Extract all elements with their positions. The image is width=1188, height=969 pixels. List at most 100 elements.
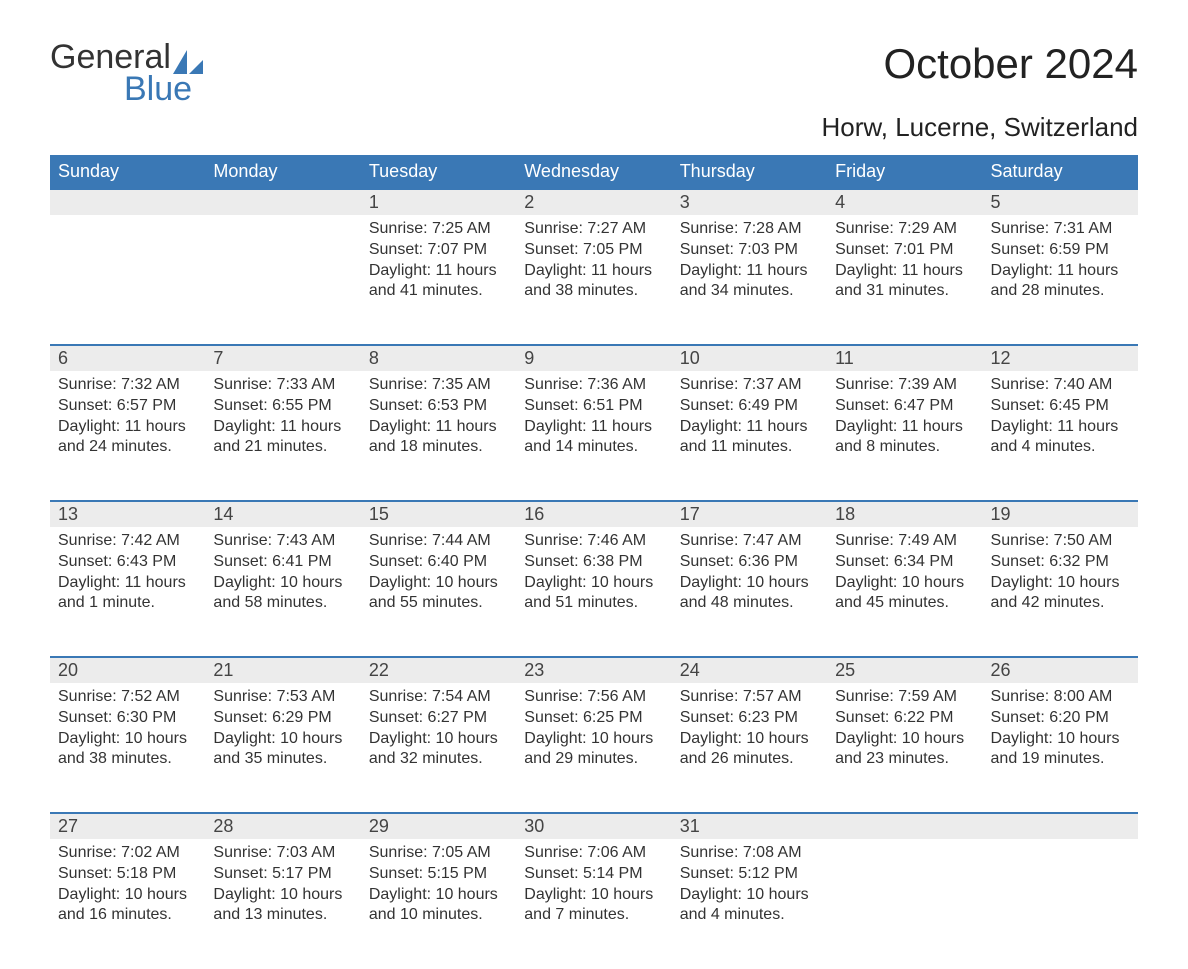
day-content-cell: Sunrise: 7:39 AMSunset: 6:47 PMDaylight:…: [827, 371, 982, 501]
sunrise-line: Sunrise: 7:06 AM: [524, 843, 663, 864]
sunrise-line: Sunrise: 7:33 AM: [213, 375, 352, 396]
day-number-cell: 2: [516, 189, 671, 215]
daylight-line: Daylight: 11 hours and 24 minutes.: [58, 417, 197, 459]
daylight-line: Daylight: 10 hours and 16 minutes.: [58, 885, 197, 927]
day-number-cell: 12: [983, 345, 1138, 371]
week-daynum-row: 2728293031: [50, 813, 1138, 839]
sunset-line: Sunset: 6:34 PM: [835, 552, 974, 573]
day-number-cell: [50, 189, 205, 215]
day-number-cell: 29: [361, 813, 516, 839]
day-header-row: SundayMondayTuesdayWednesdayThursdayFrid…: [50, 155, 1138, 189]
sunset-line: Sunset: 6:30 PM: [58, 708, 197, 729]
daylight-line: Daylight: 11 hours and 11 minutes.: [680, 417, 819, 459]
day-content-cell: [205, 215, 360, 345]
sunset-line: Sunset: 6:38 PM: [524, 552, 663, 573]
day-header: Friday: [827, 155, 982, 189]
day-number-cell: 21: [205, 657, 360, 683]
sunrise-line: Sunrise: 7:08 AM: [680, 843, 819, 864]
daylight-line: Daylight: 10 hours and 26 minutes.: [680, 729, 819, 771]
day-content-cell: Sunrise: 7:54 AMSunset: 6:27 PMDaylight:…: [361, 683, 516, 813]
day-number-cell: [983, 813, 1138, 839]
sunrise-line: Sunrise: 7:46 AM: [524, 531, 663, 552]
sunrise-line: Sunrise: 7:47 AM: [680, 531, 819, 552]
day-content-cell: Sunrise: 7:02 AMSunset: 5:18 PMDaylight:…: [50, 839, 205, 969]
day-content-cell: Sunrise: 7:59 AMSunset: 6:22 PMDaylight:…: [827, 683, 982, 813]
week-content-row: Sunrise: 7:42 AMSunset: 6:43 PMDaylight:…: [50, 527, 1138, 657]
daylight-line: Daylight: 10 hours and 38 minutes.: [58, 729, 197, 771]
sunset-line: Sunset: 5:14 PM: [524, 864, 663, 885]
daylight-line: Daylight: 11 hours and 41 minutes.: [369, 261, 508, 303]
week-daynum-row: 20212223242526: [50, 657, 1138, 683]
daylight-line: Daylight: 10 hours and 7 minutes.: [524, 885, 663, 927]
sunset-line: Sunset: 6:47 PM: [835, 396, 974, 417]
daylight-line: Daylight: 10 hours and 10 minutes.: [369, 885, 508, 927]
sunrise-line: Sunrise: 7:52 AM: [58, 687, 197, 708]
sunset-line: Sunset: 6:27 PM: [369, 708, 508, 729]
day-header: Thursday: [672, 155, 827, 189]
sunrise-line: Sunrise: 7:29 AM: [835, 219, 974, 240]
sunset-line: Sunset: 7:01 PM: [835, 240, 974, 261]
day-number-cell: 1: [361, 189, 516, 215]
week-daynum-row: 12345: [50, 189, 1138, 215]
day-content-cell: Sunrise: 8:00 AMSunset: 6:20 PMDaylight:…: [983, 683, 1138, 813]
day-number-cell: [205, 189, 360, 215]
sunrise-line: Sunrise: 7:49 AM: [835, 531, 974, 552]
daylight-line: Daylight: 11 hours and 18 minutes.: [369, 417, 508, 459]
day-header: Monday: [205, 155, 360, 189]
day-content-cell: Sunrise: 7:46 AMSunset: 6:38 PMDaylight:…: [516, 527, 671, 657]
day-content-cell: Sunrise: 7:31 AMSunset: 6:59 PMDaylight:…: [983, 215, 1138, 345]
sunrise-line: Sunrise: 7:44 AM: [369, 531, 508, 552]
day-content-cell: Sunrise: 7:42 AMSunset: 6:43 PMDaylight:…: [50, 527, 205, 657]
sunrise-line: Sunrise: 7:32 AM: [58, 375, 197, 396]
week-content-row: Sunrise: 7:25 AMSunset: 7:07 PMDaylight:…: [50, 215, 1138, 345]
day-number-cell: 19: [983, 501, 1138, 527]
day-content-cell: Sunrise: 7:52 AMSunset: 6:30 PMDaylight:…: [50, 683, 205, 813]
sunset-line: Sunset: 6:25 PM: [524, 708, 663, 729]
day-number-cell: 23: [516, 657, 671, 683]
sunrise-line: Sunrise: 7:59 AM: [835, 687, 974, 708]
day-content-cell: Sunrise: 7:25 AMSunset: 7:07 PMDaylight:…: [361, 215, 516, 345]
sunset-line: Sunset: 6:57 PM: [58, 396, 197, 417]
week-daynum-row: 6789101112: [50, 345, 1138, 371]
day-number-cell: 5: [983, 189, 1138, 215]
sunrise-line: Sunrise: 7:57 AM: [680, 687, 819, 708]
day-number-cell: 8: [361, 345, 516, 371]
sunset-line: Sunset: 6:53 PM: [369, 396, 508, 417]
sunrise-line: Sunrise: 7:40 AM: [991, 375, 1130, 396]
day-number-cell: 25: [827, 657, 982, 683]
sunset-line: Sunset: 6:32 PM: [991, 552, 1130, 573]
day-number-cell: 11: [827, 345, 982, 371]
day-number-cell: 4: [827, 189, 982, 215]
day-content-cell: Sunrise: 7:37 AMSunset: 6:49 PMDaylight:…: [672, 371, 827, 501]
week-content-row: Sunrise: 7:32 AMSunset: 6:57 PMDaylight:…: [50, 371, 1138, 501]
daylight-line: Daylight: 10 hours and 32 minutes.: [369, 729, 508, 771]
sunset-line: Sunset: 7:07 PM: [369, 240, 508, 261]
day-number-cell: 14: [205, 501, 360, 527]
location-subtitle: Horw, Lucerne, Switzerland: [50, 112, 1138, 143]
day-header: Sunday: [50, 155, 205, 189]
day-number-cell: 30: [516, 813, 671, 839]
daylight-line: Daylight: 10 hours and 29 minutes.: [524, 729, 663, 771]
sunrise-line: Sunrise: 7:50 AM: [991, 531, 1130, 552]
week-daynum-row: 13141516171819: [50, 501, 1138, 527]
sunrise-line: Sunrise: 7:53 AM: [213, 687, 352, 708]
day-content-cell: Sunrise: 7:33 AMSunset: 6:55 PMDaylight:…: [205, 371, 360, 501]
day-content-cell: [50, 215, 205, 345]
daylight-line: Daylight: 10 hours and 4 minutes.: [680, 885, 819, 927]
sunrise-line: Sunrise: 7:25 AM: [369, 219, 508, 240]
daylight-line: Daylight: 10 hours and 48 minutes.: [680, 573, 819, 615]
sunrise-line: Sunrise: 7:35 AM: [369, 375, 508, 396]
sunset-line: Sunset: 6:51 PM: [524, 396, 663, 417]
daylight-line: Daylight: 11 hours and 38 minutes.: [524, 261, 663, 303]
day-number-cell: 9: [516, 345, 671, 371]
day-number-cell: 31: [672, 813, 827, 839]
sunrise-line: Sunrise: 7:42 AM: [58, 531, 197, 552]
sunset-line: Sunset: 6:22 PM: [835, 708, 974, 729]
day-number-cell: 15: [361, 501, 516, 527]
sunset-line: Sunset: 6:40 PM: [369, 552, 508, 573]
day-header: Saturday: [983, 155, 1138, 189]
day-content-cell: [827, 839, 982, 969]
day-content-cell: Sunrise: 7:49 AMSunset: 6:34 PMDaylight:…: [827, 527, 982, 657]
sunset-line: Sunset: 6:59 PM: [991, 240, 1130, 261]
day-content-cell: Sunrise: 7:53 AMSunset: 6:29 PMDaylight:…: [205, 683, 360, 813]
